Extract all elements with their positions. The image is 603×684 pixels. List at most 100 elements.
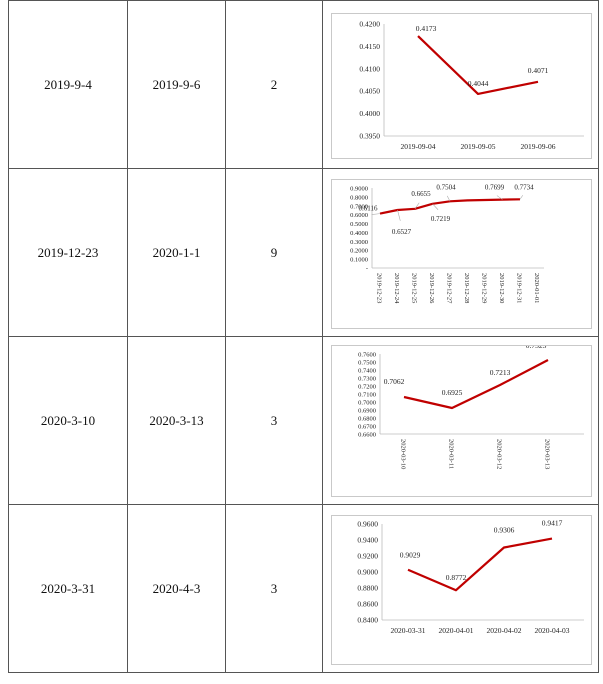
y-tick-label: 0.4100 [359,64,380,73]
x-tick-label: 2019-12-24 [393,273,400,304]
table-row: 2020-3-31 2020-4-3 3 0.9600 0.9400 0.9200 0… [8,504,599,673]
count-cell: 2 [225,0,323,169]
x-tick-label: 2020-04-02 [487,626,522,635]
label-leader-line [371,213,381,215]
y-tick-label: 0.7300 [358,376,376,383]
x-tick-label: 2019-12-23 [376,273,383,303]
label-leader-line [519,195,524,200]
x-tick-label: 2020-04-03 [535,626,570,635]
y-tick-label: 0.9000 [357,568,378,577]
count-cell: 3 [225,504,323,673]
end-date-cell: 2020-4-3 [127,504,226,673]
x-tick-label: 2019-12-31 [516,273,523,303]
y-tick-label: 0.8600 [357,600,378,609]
x-tick-label: 2019-12-25 [411,273,418,303]
x-tick-label: 2020-04-01 [439,626,474,635]
x-tick-label: 2020-03-10 [400,439,407,469]
chart-frame: 0.9000 0.8000 0.7000 0.6000 0.5000 0.4000 0.30… [331,179,592,329]
chart-cell: 0.7600 0.7500 0.7400 0.7300 0.7200 0.7100 0.70… [322,336,599,505]
end-date-cell: 2020-3-13 [127,336,226,505]
data-table: 2019-9-4 2019-9-6 2 0.4200 0.4150 0.4100 0.… [8,0,599,673]
x-tick-label: 2019-12-28 [463,273,470,303]
x-tick-label: 2020-01-01 [533,273,540,303]
x-tick-label: 2019-09-06 [521,142,556,151]
x-tick-label: 2020-03-12 [496,439,503,469]
label-leader-line [432,203,439,210]
y-tick-label: 0.9000 [350,186,368,193]
end-date-cell: 2020-1-1 [127,168,226,337]
data-label: 0.7525 [526,346,547,350]
y-tick-label: 0.4000 [350,230,368,237]
data-label: 0.8772 [446,573,467,582]
x-tick-label: 2019-09-05 [461,142,496,151]
x-tick-label: 2019-12-26 [428,273,435,304]
chart-cell: 0.4200 0.4150 0.4100 0.4050 0.4000 0.3950 2019… [322,0,599,169]
data-label: 0.9306 [494,526,515,535]
y-tick-label: 0.7500 [358,360,376,367]
table-row: 2019-12-23 2020-1-1 9 0.9000 0.8000 0.7000… [8,168,599,337]
y-tick-label: 0.9400 [357,536,378,545]
y-tick-label: 0.2000 [350,248,368,255]
series-line [417,35,539,96]
data-label: 0.7219 [431,215,451,223]
chart-frame: 0.7600 0.7500 0.7400 0.7300 0.7200 0.7100 0.70… [331,345,592,497]
series-line [379,198,521,215]
x-tick-label: 2020-03-11 [448,439,455,469]
y-tick-label: 0.9600 [357,520,378,529]
start-date-cell: 2019-12-23 [8,168,128,337]
y-tick-label: 0.4050 [359,87,380,96]
data-label: 0.7213 [490,368,511,377]
y-tick-label: 0.6700 [358,424,376,431]
data-label: 0.4071 [528,66,549,75]
y-tick-label: 0.7400 [358,368,376,375]
y-tick-label: 0.7000 [350,203,368,210]
label-leader-line [414,202,420,210]
table-row: 2019-9-4 2019-9-6 2 0.4200 0.4150 0.4100 0.… [8,0,599,169]
line-chart-4: 0.9600 0.9400 0.9200 0.9000 0.8800 0.8600 0.84… [357,519,584,635]
y-tick-label: 0.8800 [357,584,378,593]
x-tick-label: 2019-12-27 [446,273,453,304]
y-tick-label: 0.3950 [359,132,380,141]
data-label: 0.6527 [392,228,412,236]
x-tick-label: 2019-12-30 [498,273,505,303]
data-label: 0.9417 [542,519,563,528]
y-tick-label: 0.7200 [358,384,376,391]
data-label: 0.6925 [442,388,463,397]
chart-cell: 0.9000 0.8000 0.7000 0.6000 0.5000 0.4000 0.30… [322,168,599,337]
series-line [403,359,549,410]
y-tick-label: 0.4200 [359,20,380,29]
data-label: 0.7699 [485,184,505,192]
start-date-cell: 2020-3-31 [8,504,128,673]
y-tick-label: 0.8400 [357,616,378,625]
y-tick-label: 0.6600 [358,432,376,439]
y-tick-label: 0.6900 [358,408,376,415]
data-label: 0.9029 [400,551,421,560]
data-label: 0.7734 [514,183,534,191]
chart-frame: 0.9600 0.9400 0.9200 0.9000 0.8800 0.8600 0.84… [331,515,592,665]
line-chart-1: 0.4200 0.4150 0.4100 0.4050 0.4000 0.3950 2019… [359,20,584,151]
y-tick-label: 0.4150 [359,42,380,51]
y-tick-label: 0.5000 [350,221,368,228]
data-label: 0.4173 [416,24,437,33]
data-label: 0.6116 [359,205,378,213]
y-tick-label: 0.7100 [358,392,376,399]
y-tick-label: 0.7000 [358,400,376,407]
y-tick-label: - [366,266,368,273]
data-label: 0.6655 [411,190,431,198]
y-tick-label: 0.6800 [358,416,376,423]
label-leader-line [446,195,451,202]
data-label: 0.7062 [384,377,405,386]
chart-cell: 0.9600 0.9400 0.9200 0.9000 0.8800 0.8600 0.84… [322,504,599,673]
start-date-cell: 2019-9-4 [8,0,128,169]
end-date-cell: 2019-9-6 [127,0,226,169]
x-tick-label: 2020-03-13 [544,439,551,469]
y-tick-label: 0.6000 [350,212,368,219]
line-chart-3: 0.76000.75000.74000.73000.72000.71000.70… [358,346,584,469]
y-tick-label: 0.8000 [350,194,368,201]
x-tick-label: 2019-12-29 [481,273,488,303]
label-leader-line [496,195,503,200]
data-label: 0.4044 [468,79,489,88]
data-label: 0.7504 [436,183,456,191]
table-row: 2020-3-10 2020-3-13 3 0.7600 0.7500 0.7400… [8,336,599,505]
